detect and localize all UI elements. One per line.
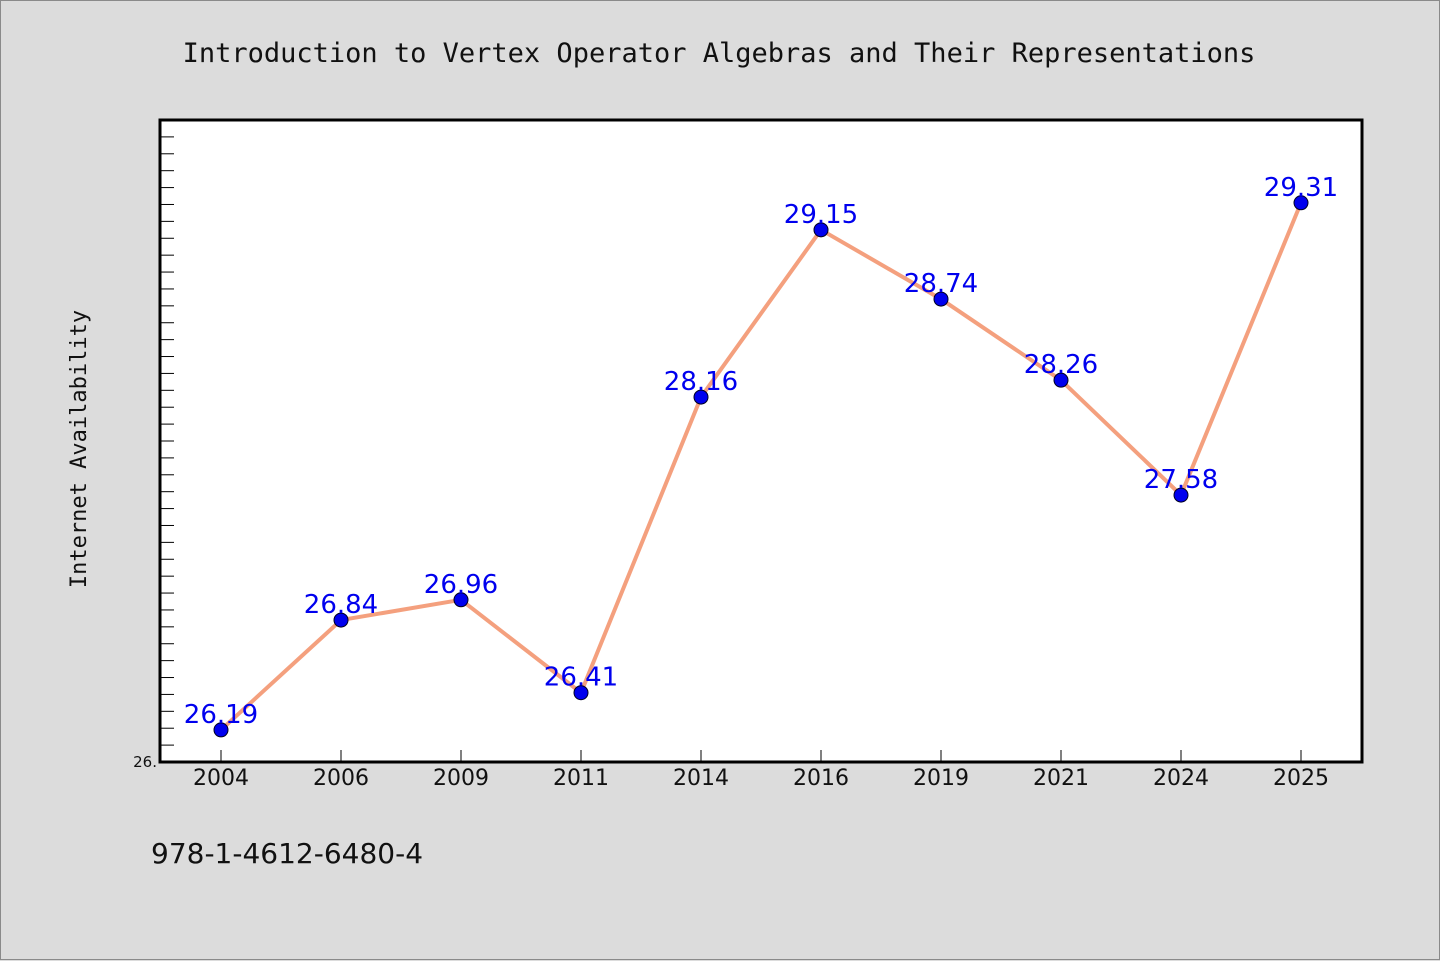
data-point [213,722,229,738]
data-point [1293,195,1309,211]
data-point [693,389,709,405]
data-label: 28.74 [904,269,978,299]
data-label: 26.19 [184,700,258,730]
data-labels: 26.19 26.84 26.96 26.41 28.16 29.15 28.74 28.26… [184,173,1338,730]
x-tick-label: 2019 [913,766,969,791]
plot-area [158,118,1364,764]
series-line [219,202,1303,732]
chart-title: Introduction to Vertex Operator Algebras… [183,38,1256,69]
x-tick-label: 2024 [1153,766,1209,791]
y-axis-label: Internet Availability [67,310,92,588]
x-tick-label: 2014 [673,766,729,791]
isbn-text: 978-1-4612-6480-4 [151,837,423,870]
data-point [333,612,349,628]
x-tick-label: 2009 [433,766,489,791]
data-point [453,592,469,608]
data-point [1053,372,1069,388]
data-label: 26.84 [304,590,378,620]
data-point [813,222,829,238]
x-axis-ticks: 2004 2006 2009 2011 2014 2016 2019 2021 2024 2025 [193,750,1329,791]
data-label: 28.26 [1024,350,1098,380]
x-tick-label: 2006 [313,766,369,791]
y-axis-ticks [160,136,174,746]
x-tick-label: 2011 [553,766,609,791]
data-label: 29.15 [784,200,858,230]
data-label: 28.16 [664,367,738,397]
data-label: 26.41 [544,663,618,693]
data-point [573,685,589,701]
data-points [213,195,1309,738]
data-point [1173,487,1189,503]
data-label: 27.58 [1144,465,1218,495]
y-tick-label: 26. [133,753,157,771]
data-label: 29.31 [1264,173,1338,203]
series-line-group [219,202,1303,732]
data-label: 26.96 [424,570,498,600]
x-tick-label: 2021 [1033,766,1089,791]
x-tick-label: 2016 [793,766,849,791]
data-point [933,291,949,307]
x-tick-label: 2025 [1273,766,1329,791]
x-tick-label: 2004 [193,766,249,791]
